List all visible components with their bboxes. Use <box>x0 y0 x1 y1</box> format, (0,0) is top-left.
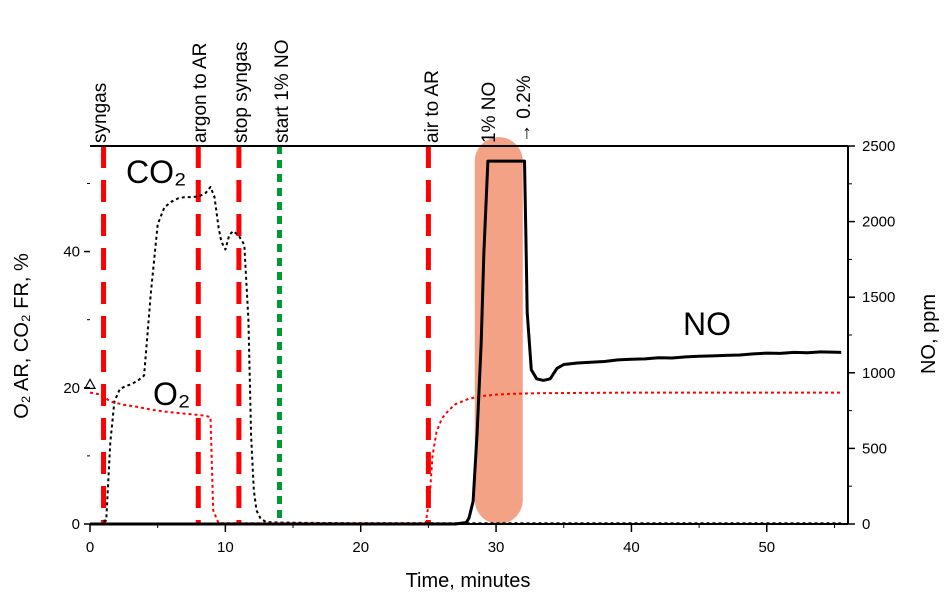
event-label-stop-syngas: stop syngas <box>231 42 252 143</box>
y-left-axis-title: O₂ AR, CO₂ FR, % <box>11 253 33 419</box>
y-right-tick-label-2: 1000 <box>862 365 895 382</box>
x-tick-label-2: 20 <box>352 539 369 556</box>
y-left-tick-label-0: 0 <box>72 516 80 533</box>
event-label-start-no: start 1% NO <box>272 40 293 143</box>
marker-0 <box>83 378 97 389</box>
series-line-no <box>90 159 842 526</box>
series-label-o2: O₂ <box>153 376 190 412</box>
highlight-label-line2: → 0.2% <box>514 75 535 143</box>
x-tick-label-5: 50 <box>758 539 775 556</box>
event-label-argon-to-ar: argon to AR <box>190 43 211 143</box>
y-right-tick-label-1: 500 <box>862 440 887 457</box>
x-tick-label-3: 30 <box>488 539 505 556</box>
x-tick-label-0: 0 <box>86 539 94 556</box>
y-right-tick-label-4: 2000 <box>862 214 895 231</box>
highlight-layer <box>474 137 523 524</box>
x-tick-label-4: 40 <box>623 539 640 556</box>
highlight-capsule <box>474 137 523 524</box>
series-label-co2: CO₂ <box>126 154 186 190</box>
y-left-tick-label-1: 20 <box>63 380 80 397</box>
series-line-co2 <box>103 185 842 525</box>
y-right-tick-label-5: 2500 <box>862 138 895 155</box>
frame-layer <box>90 145 849 525</box>
y-right-tick-label-0: 0 <box>862 516 870 533</box>
x-axis-title: Time, minutes <box>406 570 531 592</box>
event-label-syngas: syngas <box>90 83 111 143</box>
series-line-o2 <box>89 391 842 525</box>
event-label-air-to-ar: air to AR <box>422 70 443 143</box>
highlight-label-line1: 1% NO <box>479 82 500 143</box>
y-right-tick-label-3: 1500 <box>862 289 895 306</box>
series-label-no: NO <box>683 306 731 342</box>
y-right-axis-title: NO, ppm <box>918 294 940 374</box>
y-left-tick-label-2: 40 <box>63 244 80 261</box>
events-layer <box>101 146 431 524</box>
x-tick-label-1: 10 <box>217 539 234 556</box>
